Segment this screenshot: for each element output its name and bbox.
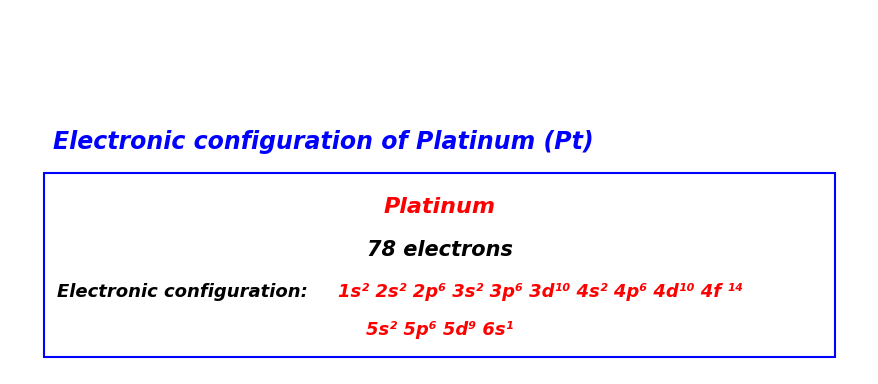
Text: Electronic configuration of Platinum (Pt): Electronic configuration of Platinum (Pt… bbox=[53, 130, 593, 154]
Text: 1s² 2s² 2p⁶ 3s² 3p⁶ 3d¹⁰ 4s² 4p⁶ 4d¹⁰ 4f ¹⁴: 1s² 2s² 2p⁶ 3s² 3p⁶ 3d¹⁰ 4s² 4p⁶ 4d¹⁰ 4f… bbox=[338, 283, 743, 301]
Text: 78 electrons: 78 electrons bbox=[366, 240, 512, 260]
Text: 5s² 5p⁶ 5d⁹ 6s¹: 5s² 5p⁶ 5d⁹ 6s¹ bbox=[365, 321, 513, 339]
Bar bbox=[44, 173, 834, 357]
Text: Platinum: Platinum bbox=[383, 197, 495, 217]
Text: Electronic configuration:: Electronic configuration: bbox=[57, 283, 314, 301]
